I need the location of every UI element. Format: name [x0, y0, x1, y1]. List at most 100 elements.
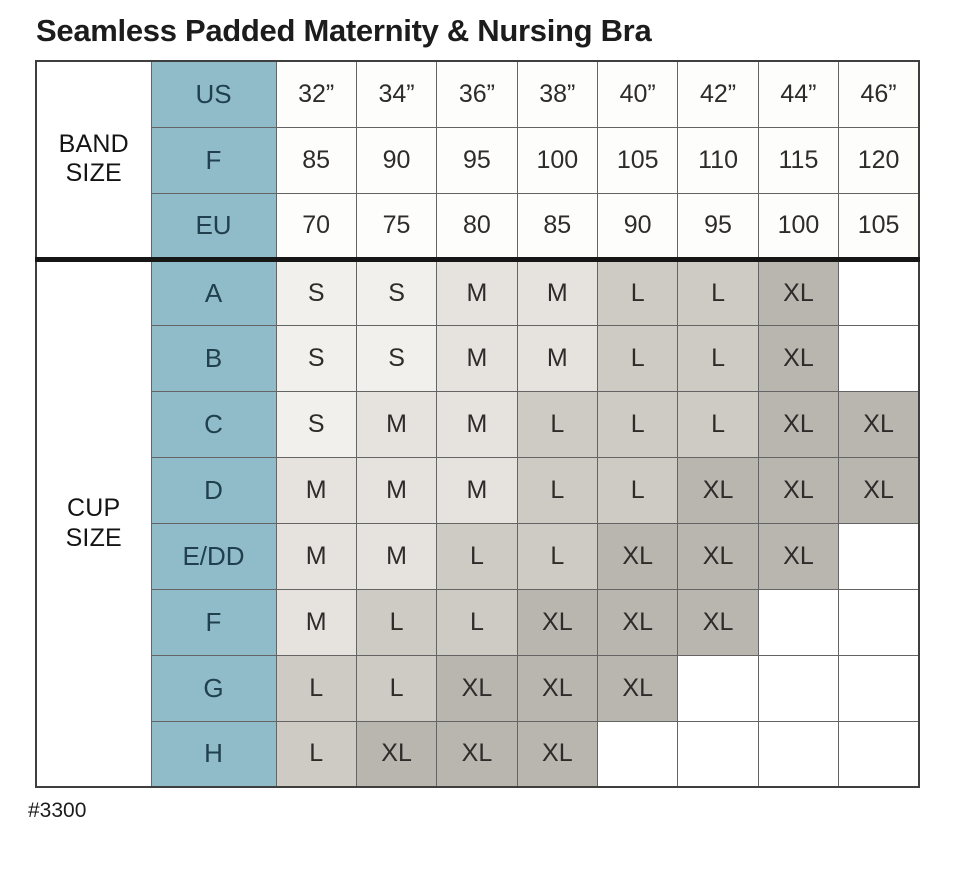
size-cell: L: [436, 588, 518, 656]
size-cell: S: [275, 324, 357, 392]
table-row: CUP SIZE A S S M M L L XL: [35, 256, 920, 788]
row-header-b: B: [150, 324, 277, 392]
table-row: D M M M L L XL XL XL: [36, 456, 920, 524]
band-cell: 80: [436, 192, 518, 260]
size-cell: L: [596, 390, 679, 458]
row-header-a: A: [150, 256, 277, 326]
size-cell: M: [516, 256, 599, 326]
band-cell: 105: [838, 192, 920, 260]
size-cell: M: [275, 588, 357, 656]
size-cell: XL: [436, 720, 518, 788]
band-cell: 85: [275, 126, 357, 194]
row-header-us: US: [150, 60, 277, 128]
size-cell: S: [275, 390, 357, 458]
size-cell: M: [436, 390, 518, 458]
size-cell: L: [275, 720, 357, 788]
size-cell: XL: [757, 522, 840, 590]
size-cell: [838, 720, 920, 788]
row-header-g: G: [150, 654, 277, 722]
band-cell: 110: [677, 126, 759, 194]
band-cell: 90: [596, 192, 679, 260]
page-title: Seamless Padded Maternity & Nursing Bra: [36, 13, 652, 48]
size-cell: S: [355, 256, 438, 326]
size-cell: [838, 522, 920, 590]
size-cell: M: [355, 390, 438, 458]
size-cell: [757, 720, 840, 788]
size-cell: M: [355, 522, 438, 590]
size-cell: [677, 720, 759, 788]
band-cell: 115: [757, 126, 840, 194]
band-size-label: BAND SIZE: [35, 60, 152, 260]
size-cell: L: [677, 390, 759, 458]
table-row: H L XL XL XL: [36, 720, 920, 788]
table-row: E/DD M M L L XL XL XL: [36, 522, 920, 590]
row-header-e-dd: E/DD: [150, 522, 277, 590]
size-cell: XL: [516, 654, 599, 722]
size-cell: XL: [838, 390, 920, 458]
band-cell: 100: [757, 192, 840, 260]
size-cell: M: [436, 256, 518, 326]
band-cell: 44”: [757, 60, 840, 128]
style-number: #3300: [28, 799, 87, 822]
band-cell: 32”: [275, 60, 357, 128]
table-row: F 85 90 95 100 105 110 115 120: [36, 126, 920, 194]
row-header-c: C: [150, 390, 277, 458]
size-cell: XL: [516, 588, 599, 656]
band-cell: 105: [596, 126, 679, 194]
size-cell: L: [436, 522, 518, 590]
size-cell: [757, 588, 840, 656]
size-cell: S: [275, 256, 357, 326]
table-row: F M L L XL XL XL: [36, 588, 920, 656]
row-header-eu: EU: [150, 192, 277, 260]
row-header-f: F: [150, 588, 277, 656]
band-cell: 40”: [596, 60, 679, 128]
size-cell: L: [516, 456, 599, 524]
size-cell: XL: [757, 390, 840, 458]
size-cell: XL: [436, 654, 518, 722]
table-row: G L L XL XL XL: [36, 654, 920, 722]
size-cell: L: [596, 256, 679, 326]
size-cell: XL: [838, 456, 920, 524]
size-cell: L: [355, 588, 438, 656]
size-cell: L: [596, 456, 679, 524]
band-cell: 34”: [355, 60, 438, 128]
size-cell: XL: [677, 588, 759, 656]
size-cell: M: [355, 456, 438, 524]
row-header-h: H: [150, 720, 277, 788]
band-cell: 90: [355, 126, 438, 194]
size-cell: M: [436, 324, 518, 392]
size-cell: [757, 654, 840, 722]
size-cell: XL: [516, 720, 599, 788]
size-cell: XL: [596, 654, 679, 722]
size-table-body: BAND SIZE US 32” 34” 36” 38” 40” 42” 44” 46” F 85 90…: [35, 60, 920, 788]
size-cell: L: [677, 256, 759, 326]
size-cell: [838, 256, 920, 326]
size-cell: [838, 654, 920, 722]
size-cell: S: [355, 324, 438, 392]
row-header-f: F: [150, 126, 277, 194]
row-header-d: D: [150, 456, 277, 524]
table-row: EU 70 75 80 85 90 95 100 105: [36, 192, 920, 260]
band-cell: 38”: [516, 60, 599, 128]
table-row: B S S M M L L XL: [36, 324, 920, 392]
size-cell: [596, 720, 679, 788]
size-cell: L: [516, 390, 599, 458]
size-cell: [838, 588, 920, 656]
size-cell: M: [516, 324, 599, 392]
size-chart-table: BAND SIZE US 32” 34” 36” 38” 40” 42” 44” 46” F 85 90…: [35, 60, 920, 788]
size-cell: XL: [757, 256, 840, 326]
size-cell: XL: [757, 324, 840, 392]
size-cell: L: [355, 654, 438, 722]
band-cell: 100: [516, 126, 599, 194]
size-cell: L: [677, 324, 759, 392]
size-cell: XL: [596, 588, 679, 656]
band-cell: 75: [355, 192, 438, 260]
table-row: C S M M L L L XL XL: [36, 390, 920, 458]
size-cell: XL: [677, 456, 759, 524]
size-cell: XL: [757, 456, 840, 524]
size-cell: M: [436, 456, 518, 524]
size-cell: [838, 324, 920, 392]
band-cell: 36”: [436, 60, 518, 128]
size-cell: M: [275, 456, 357, 524]
band-cell: 46”: [838, 60, 920, 128]
